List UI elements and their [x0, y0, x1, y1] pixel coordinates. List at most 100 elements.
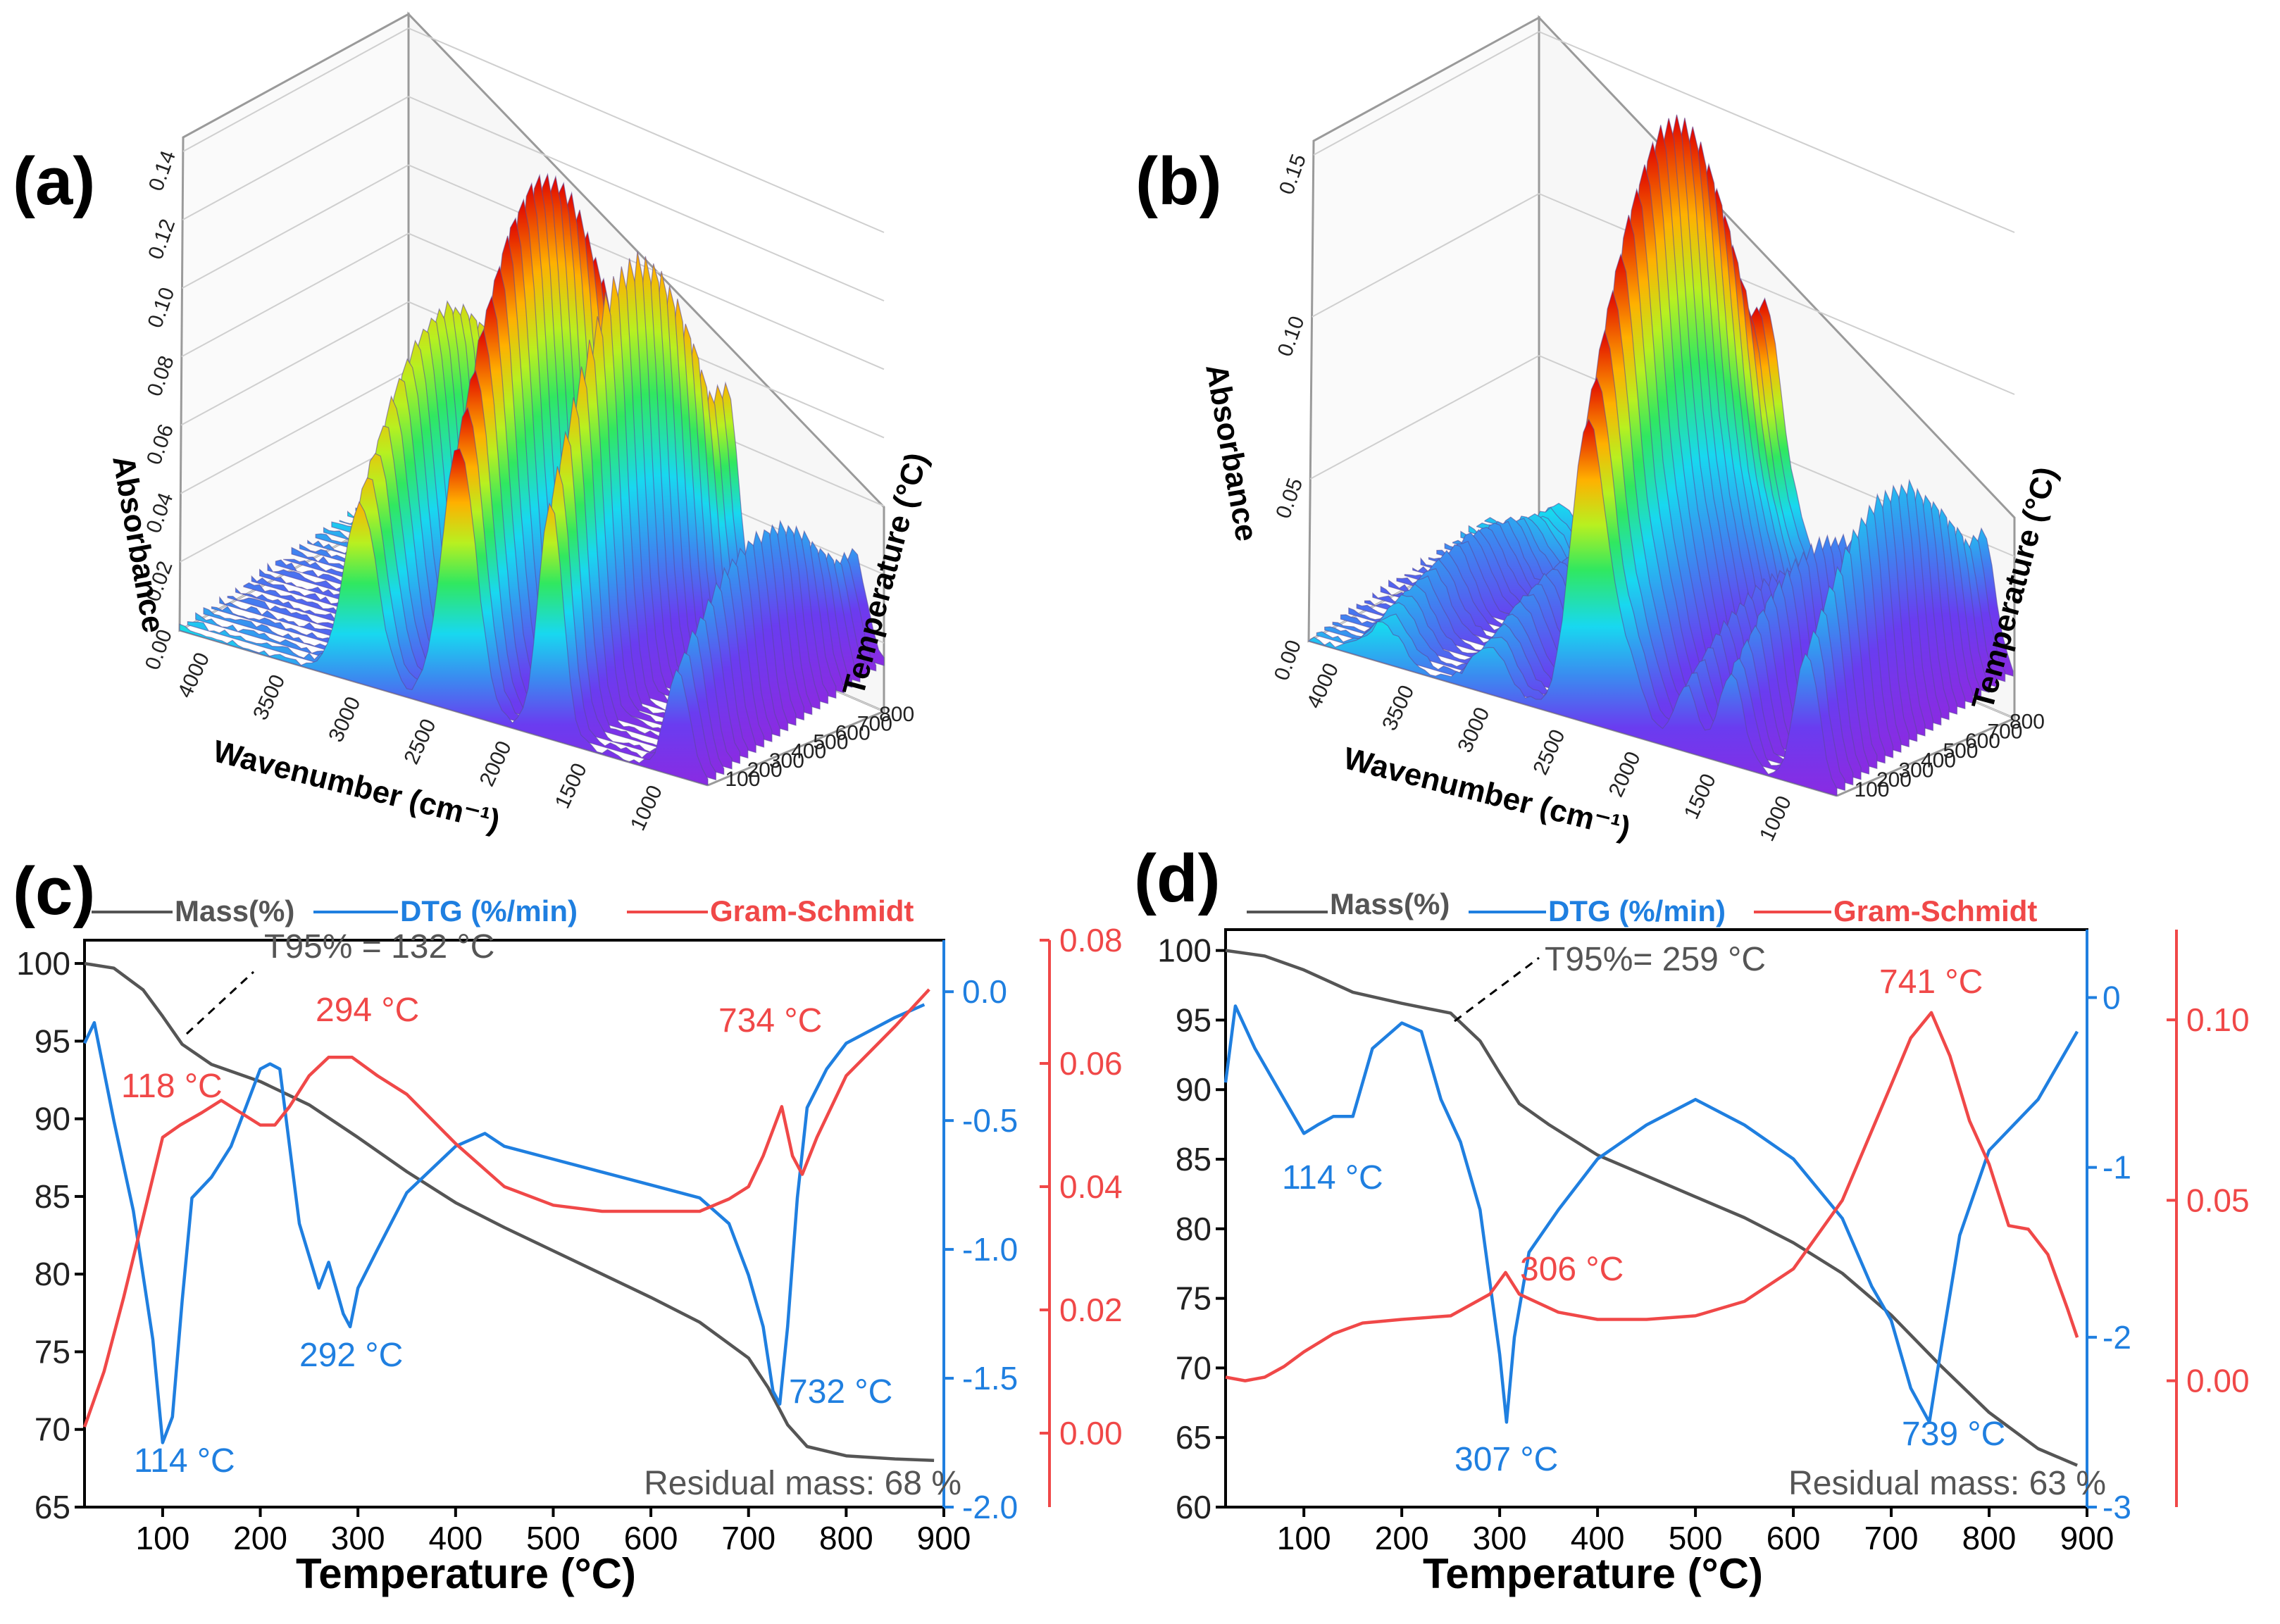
z-tick-label: 0.00 [1270, 637, 1306, 684]
x-tick-label: 3500 [1378, 682, 1419, 734]
t95-leader-line [1454, 958, 1539, 1021]
z-tick-label: 0.14 [144, 148, 180, 194]
y-tick-label: 800 [2010, 711, 2045, 734]
panel-label-c: (c) [13, 854, 95, 929]
gram-schmidt-curve [1226, 1013, 2077, 1381]
y3-tick-label: 0.05 [2186, 1182, 2250, 1218]
panel-a-z-axis-label: Absorbance [106, 453, 170, 635]
x-tick-label: 3000 [1453, 704, 1494, 756]
panel-c-legend-dtg: DTG (%/min) [400, 894, 578, 927]
x-tick-label: 4000 [173, 649, 214, 701]
x-tick-label: 100 [1277, 1520, 1331, 1556]
x-tick-label: 4000 [1302, 660, 1343, 712]
panel-d-x-axis-label: Temperature (°C) [1423, 1550, 1763, 1597]
panel-label-d: (d) [1134, 841, 1221, 916]
panel-a-x-axis-label: Wavenumber (cm⁻¹) [210, 734, 504, 839]
panel-d-legend-dtg: DTG (%/min) [1548, 894, 1726, 927]
x-tick-label: 600 [1767, 1520, 1821, 1556]
y1-tick-label: 65 [1176, 1419, 1211, 1456]
y1-tick-label: 80 [35, 1256, 70, 1292]
panel-d-plot-area: 100 200 300 400 500 600 700 800 9006065707580859… [1157, 930, 2249, 1556]
z-tick-label: 0.10 [1273, 313, 1309, 360]
t95-annotation: T95%= 259 °C [1545, 941, 1766, 978]
panel-c-legend-mass: Mass(%) [175, 894, 294, 927]
x-tick-label: 700 [721, 1520, 775, 1556]
dtg-peak-label: 114 °C [1282, 1159, 1383, 1197]
dtg-curve [1226, 1006, 2077, 1423]
panel-b-z-axis-label: Absorbance [1199, 361, 1264, 544]
x-tick-label: 1500 [551, 760, 592, 812]
y1-tick-label: 90 [35, 1101, 70, 1137]
x-tick-label: 200 [1375, 1520, 1429, 1556]
gs-peak-label: 734 °C [718, 1002, 822, 1039]
y-tick-label: 800 [879, 703, 914, 726]
panel-d-legend-gs: Gram-Schmidt [1833, 894, 2037, 927]
x-tick-label: 3500 [249, 671, 289, 723]
panel-c-legend-gs: Gram-Schmidt [710, 894, 914, 927]
y3-tick-label: 0.02 [1059, 1292, 1123, 1328]
y2-tick-label: -0.5 [962, 1102, 1018, 1139]
y1-tick-label: 100 [1157, 932, 1211, 969]
panel-c-legend: Mass(%) DTG (%/min) Gram-Schmidt [92, 894, 914, 927]
y1-tick-label: 60 [1176, 1489, 1211, 1525]
y2-tick-label: -1 [2103, 1149, 2131, 1186]
y3-tick-label: 0.10 [2186, 1001, 2250, 1038]
z-tick-label: 0.06 [142, 421, 178, 468]
x-tick-label: 200 [233, 1520, 287, 1556]
y1-tick-label: 85 [1176, 1141, 1211, 1178]
z-tick-label: 0.08 [143, 353, 179, 399]
x-tick-label: 100 [136, 1520, 190, 1556]
y1-tick-label: 65 [35, 1489, 70, 1525]
y2-tick-label: 0.0 [962, 973, 1007, 1010]
y1-tick-label: 80 [1176, 1211, 1211, 1247]
x-tick-label: 2000 [475, 737, 516, 789]
dtg-peak-label: 114 °C [134, 1442, 235, 1480]
x-tick-label: 1000 [626, 782, 667, 834]
y3-tick-label: 0.00 [1059, 1415, 1123, 1451]
x-tick-label: 1000 [1755, 792, 1796, 844]
residual-mass-annotation: Residual mass: 63 % [1788, 1465, 2106, 1502]
panel-c-tga-plot: (c) Mass(%) DTG (%/min) Gram-Schmidt 100… [13, 854, 1123, 1597]
y1-tick-label: 95 [1176, 1001, 1211, 1038]
panel-b-x-axis-label: Wavenumber (cm⁻¹) [1340, 741, 1634, 846]
gs-peak-label: 294 °C [316, 992, 419, 1029]
dtg-peak-label: 739 °C [1902, 1416, 2005, 1453]
z-tick-label: 0.05 [1271, 475, 1307, 522]
x-tick-label: 2500 [400, 716, 441, 768]
panel-a-surface-plot: (a) 0.000.020.040.060.080.100.120.14 400… [13, 14, 934, 839]
x-tick-label: 800 [819, 1520, 873, 1556]
y2-tick-label: -1.5 [962, 1360, 1018, 1397]
panel-c-x-axis-label: Temperature (°C) [296, 1550, 636, 1597]
panel-b-surface-plot: (b) 0.00 0.05 0.10 0.15 4000 3500 3000 2500 200… [1135, 18, 2063, 846]
y1-tick-label: 75 [1176, 1280, 1211, 1317]
panel-label-a: (a) [13, 144, 95, 219]
y2-tick-label: 0 [2103, 979, 2121, 1016]
y1-tick-label: 95 [35, 1023, 70, 1059]
y3-tick-label: 0.00 [2186, 1363, 2250, 1399]
x-tick-label: 700 [1864, 1520, 1919, 1556]
y3-tick-label: 0.06 [1059, 1045, 1123, 1082]
y2-tick-label: -2.0 [962, 1489, 1018, 1525]
y1-tick-label: 100 [16, 945, 70, 982]
x-tick-label: 2500 [1529, 726, 1570, 778]
y1-tick-label: 70 [1176, 1349, 1211, 1386]
panel-d-tga-plot: (d) Mass(%) DTG (%/min) Gram-Schmidt 100… [1134, 841, 2250, 1597]
y1-tick-label: 75 [35, 1333, 70, 1370]
gs-peak-label: 118 °C [121, 1068, 223, 1105]
y1-tick-label: 90 [1176, 1071, 1211, 1108]
dtg-peak-label: 307 °C [1454, 1441, 1558, 1478]
panel-d-legend: Mass(%) DTG (%/min) Gram-Schmidt [1247, 887, 2037, 927]
x-tick-label: 800 [1962, 1520, 2017, 1556]
panel-b-z-ticks: 0.000.050.100.15 [1270, 151, 1311, 684]
gram-schmidt-curve [85, 989, 929, 1427]
y3-tick-label: 0.08 [1059, 922, 1123, 958]
gs-peak-label: 306 °C [1520, 1251, 1624, 1288]
z-tick-label: 0.12 [144, 216, 180, 263]
y1-tick-label: 85 [35, 1178, 70, 1215]
x-tick-label: 3000 [324, 693, 365, 745]
x-tick-label: 2000 [1605, 748, 1645, 800]
y3-tick-label: 0.04 [1059, 1168, 1123, 1205]
mass-curve [1226, 951, 2077, 1466]
gs-peak-label: 741 °C [1879, 963, 1983, 1001]
dtg-peak-label: 732 °C [789, 1373, 892, 1411]
